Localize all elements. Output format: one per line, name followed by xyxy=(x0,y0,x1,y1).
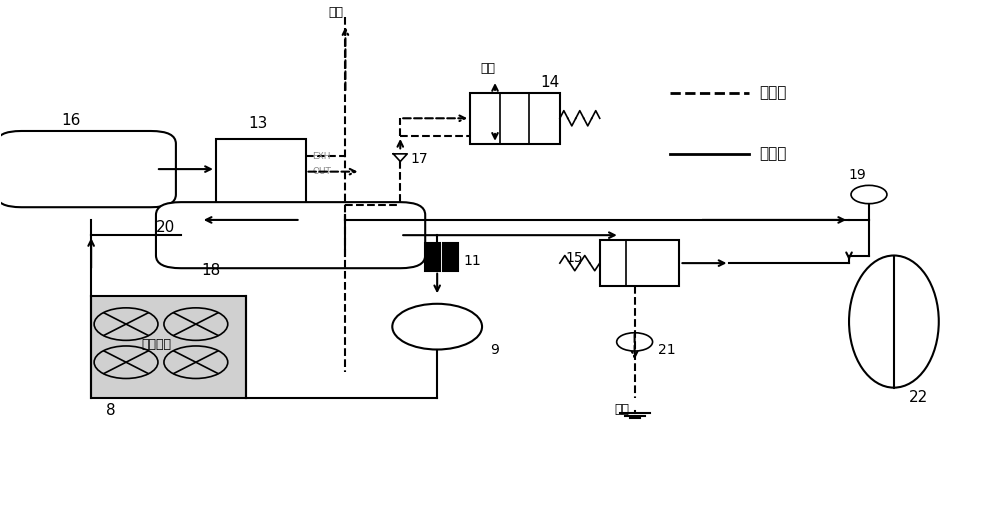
Bar xyxy=(443,243,458,271)
Text: 9: 9 xyxy=(490,342,499,357)
Bar xyxy=(425,243,440,271)
Circle shape xyxy=(392,304,482,350)
Bar xyxy=(91,296,246,398)
Text: 散热水箱: 散热水箱 xyxy=(141,338,171,351)
Text: 14: 14 xyxy=(540,75,559,90)
Circle shape xyxy=(851,185,887,204)
Text: EXH: EXH xyxy=(313,152,331,161)
Bar xyxy=(600,240,679,286)
Text: ：水路: ：水路 xyxy=(759,146,787,161)
Circle shape xyxy=(94,346,158,379)
Text: 大气: 大气 xyxy=(481,62,496,75)
Text: 18: 18 xyxy=(201,263,220,278)
Text: 16: 16 xyxy=(62,113,81,128)
Text: ：气路: ：气路 xyxy=(759,85,787,100)
FancyBboxPatch shape xyxy=(156,202,425,268)
FancyBboxPatch shape xyxy=(0,131,176,207)
Text: 15: 15 xyxy=(565,251,583,265)
Text: 22: 22 xyxy=(909,390,928,405)
Text: 20: 20 xyxy=(156,220,175,235)
Circle shape xyxy=(164,346,228,379)
Text: OUT: OUT xyxy=(313,167,331,176)
Circle shape xyxy=(164,308,228,340)
Text: 17: 17 xyxy=(410,152,428,166)
Text: 19: 19 xyxy=(848,168,866,182)
Circle shape xyxy=(617,333,653,351)
Text: 大气: 大气 xyxy=(614,403,629,416)
Circle shape xyxy=(94,308,158,340)
Bar xyxy=(216,138,306,205)
Text: 大气: 大气 xyxy=(328,6,343,19)
Ellipse shape xyxy=(849,256,939,388)
Text: 8: 8 xyxy=(106,403,116,418)
Bar xyxy=(470,93,560,144)
Text: 13: 13 xyxy=(249,116,268,131)
Text: 11: 11 xyxy=(463,253,481,268)
Text: 21: 21 xyxy=(658,342,675,357)
